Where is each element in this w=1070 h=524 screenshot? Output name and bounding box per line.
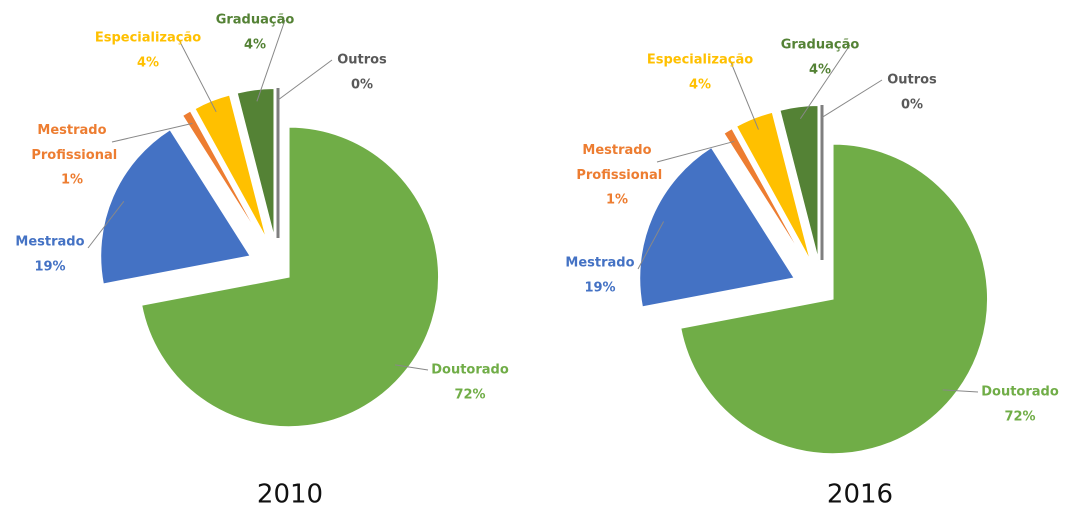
pie-slice xyxy=(722,127,808,265)
slice-label: Especialização xyxy=(647,53,753,68)
category-label: Mestrado xyxy=(37,123,106,138)
slice-label: Outros xyxy=(337,53,387,68)
value-label: 72% xyxy=(454,388,485,403)
leader-line xyxy=(799,44,851,120)
pie-slice xyxy=(638,146,796,309)
slice-label: Doutorado xyxy=(981,385,1059,400)
chart-title: 2010 xyxy=(257,480,323,510)
leader-line xyxy=(821,79,883,118)
leader-line xyxy=(277,59,333,101)
pie-slice xyxy=(236,87,275,239)
category-label-line: Profissional xyxy=(27,148,117,163)
value-label: 4% xyxy=(689,78,711,93)
value-label: 0% xyxy=(351,78,373,93)
pie-slice xyxy=(193,93,268,241)
category-label-line: Profissional xyxy=(572,168,662,183)
leader-line xyxy=(656,140,735,163)
leader-line xyxy=(87,200,125,249)
value-label: 1% xyxy=(606,193,628,208)
slice-label: Mestrado Profissional xyxy=(27,123,117,163)
value-label: 4% xyxy=(809,63,831,78)
slice-label: Outros xyxy=(887,73,937,88)
value-label: 19% xyxy=(584,281,615,296)
leader-line xyxy=(942,389,979,393)
slice-label: Mestrado xyxy=(565,256,634,271)
pie-slice xyxy=(181,109,264,243)
chart-title: 2016 xyxy=(827,480,893,510)
leader-line xyxy=(395,364,429,371)
pie-slice xyxy=(99,128,252,286)
slice-label: Graduação xyxy=(216,13,295,28)
category-label: Mestrado xyxy=(582,143,651,158)
pie-slice xyxy=(778,104,819,261)
value-label: 1% xyxy=(61,173,83,188)
leader-line xyxy=(177,37,217,113)
slice-label: Especialização xyxy=(95,31,201,46)
value-label: 4% xyxy=(137,56,159,71)
pie-slice xyxy=(140,126,440,428)
slice-label: Graduação xyxy=(781,38,860,53)
leader-line xyxy=(111,122,193,143)
pie-slice xyxy=(679,143,989,455)
value-label: 19% xyxy=(34,260,65,275)
value-label: 72% xyxy=(1004,410,1035,425)
slice-label: Doutorado xyxy=(431,363,509,378)
slice-label: Mestrado xyxy=(15,235,84,250)
slice-label: Mestrado Profissional xyxy=(572,143,662,183)
value-label: 0% xyxy=(901,98,923,113)
leader-line xyxy=(256,19,286,102)
value-label: 4% xyxy=(244,38,266,53)
leader-line xyxy=(637,221,665,270)
leader-line xyxy=(729,59,759,130)
